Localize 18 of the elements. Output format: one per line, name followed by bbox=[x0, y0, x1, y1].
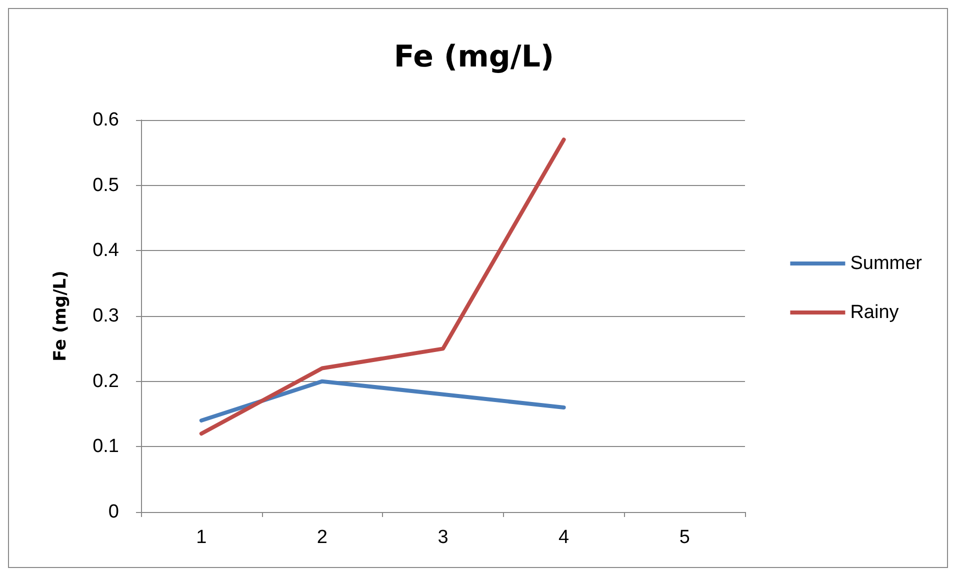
y-tick-label: 0.5 bbox=[92, 174, 119, 196]
line-series bbox=[199, 379, 566, 423]
x-tick-label: 4 bbox=[558, 527, 570, 548]
x-tick-label: 5 bbox=[679, 527, 690, 548]
legend-label: Summer bbox=[850, 253, 923, 274]
y-axis-title: Fe (mg/L) bbox=[50, 270, 70, 362]
y-tick-label: 0.6 bbox=[92, 110, 119, 130]
y-tick-label: 0.1 bbox=[92, 436, 119, 458]
y-tick-label: 0.3 bbox=[92, 306, 119, 326]
x-tick-label: 3 bbox=[438, 527, 448, 548]
line-series bbox=[199, 138, 566, 436]
x-tick-label: 1 bbox=[196, 527, 207, 548]
y-tick-label: 0 bbox=[108, 502, 119, 522]
x-tick-label: 2 bbox=[316, 527, 328, 548]
legend-label: Rainy bbox=[850, 302, 900, 323]
y-tick-label: 0.2 bbox=[92, 370, 119, 392]
chart-title: Fe (mg/L) bbox=[394, 40, 554, 74]
y-tick-label: 0.4 bbox=[92, 240, 120, 262]
